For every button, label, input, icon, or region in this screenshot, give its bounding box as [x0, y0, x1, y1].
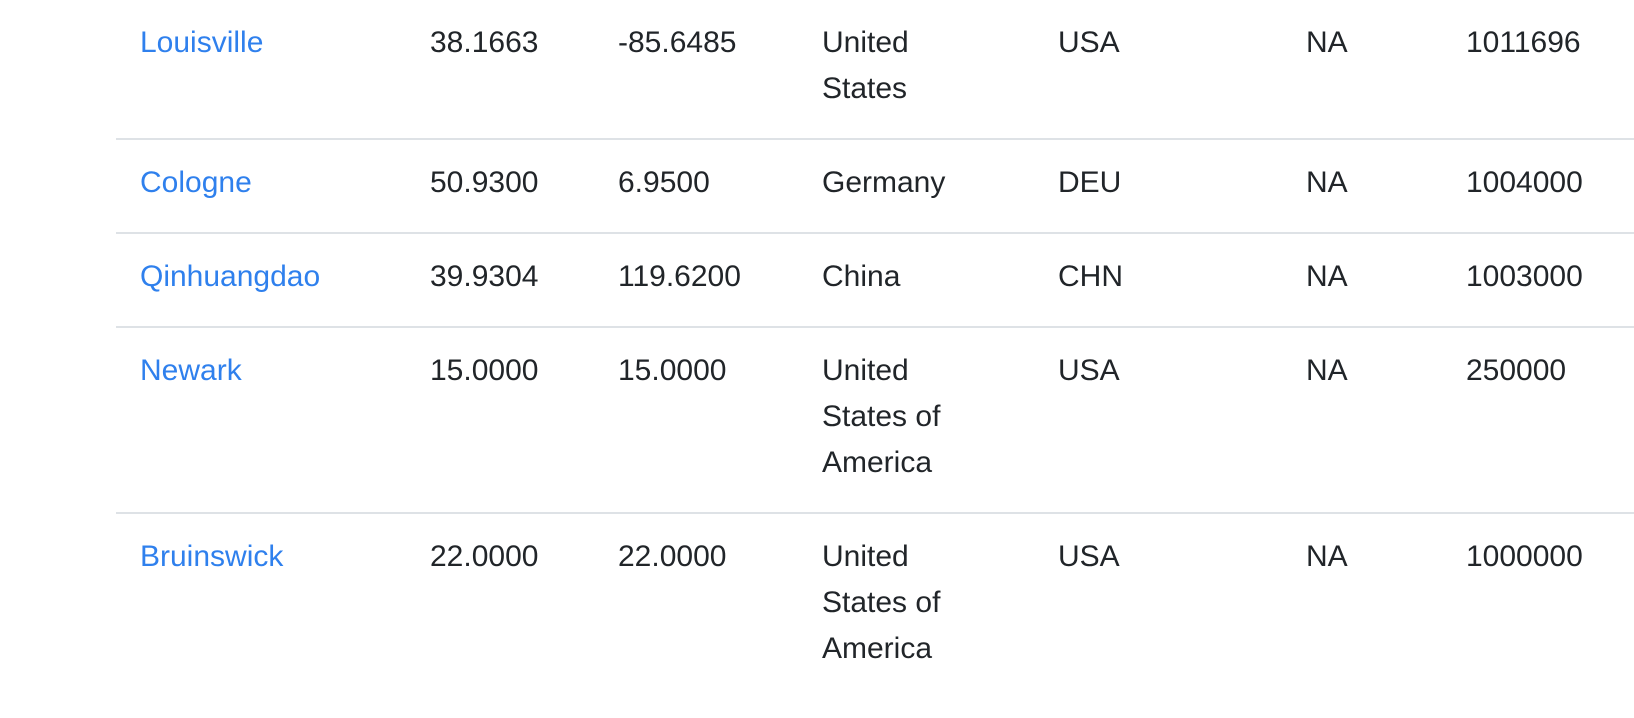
- population-cell: 1011696: [1466, 26, 1581, 59]
- city-link-newark[interactable]: Newark: [140, 354, 242, 387]
- city-link-qinhuangdao[interactable]: Qinhuangdao: [140, 260, 321, 293]
- country-cell: China: [822, 260, 901, 293]
- longitude-cell: -85.6485: [618, 26, 737, 59]
- city-cell: Bruinswick: [116, 513, 406, 698]
- table-row: Louisville 38.1663 -85.6485 United State…: [116, 0, 1634, 139]
- iso3-cell: CHN: [1058, 260, 1123, 293]
- city-cell: Qinhuangdao: [116, 233, 406, 327]
- latitude-cell: 22.0000: [430, 540, 539, 573]
- population-cell: 1003000: [1466, 260, 1583, 293]
- country-cell: Germany: [822, 166, 946, 199]
- capital-cell: NA: [1306, 354, 1348, 387]
- longitude-cell: 15.0000: [618, 354, 727, 387]
- iso3-cell: USA: [1058, 354, 1120, 387]
- population-cell: 250000: [1466, 354, 1567, 387]
- country-cell: United States of America: [822, 540, 941, 665]
- country-cell: United States of America: [822, 354, 941, 479]
- capital-cell: NA: [1306, 260, 1348, 293]
- latitude-cell: 39.9304: [430, 260, 539, 293]
- capital-cell: NA: [1306, 26, 1348, 59]
- country-cell: United States: [822, 26, 909, 105]
- city-link-louisville[interactable]: Louisville: [140, 26, 264, 59]
- latitude-cell: 15.0000: [430, 354, 539, 387]
- iso3-cell: USA: [1058, 540, 1120, 573]
- table-row: Qinhuangdao 39.9304 119.6200 China CHN N…: [116, 233, 1634, 327]
- cities-table: Louisville 38.1663 -85.6485 United State…: [116, 0, 1634, 698]
- city-link-cologne[interactable]: Cologne: [140, 166, 252, 199]
- city-cell: Cologne: [116, 139, 406, 233]
- longitude-cell: 119.6200: [618, 260, 741, 293]
- latitude-cell: 38.1663: [430, 26, 539, 59]
- longitude-cell: 6.9500: [618, 166, 710, 199]
- latitude-cell: 50.9300: [430, 166, 539, 199]
- city-cell: Newark: [116, 327, 406, 513]
- table-row: Newark 15.0000 15.0000 United States of …: [116, 327, 1634, 513]
- longitude-cell: 22.0000: [618, 540, 727, 573]
- city-cell: Louisville: [116, 0, 406, 139]
- table-row: Cologne 50.9300 6.9500 Germany DEU NA 10…: [116, 139, 1634, 233]
- city-link-bruinswick[interactable]: Bruinswick: [140, 540, 284, 573]
- capital-cell: NA: [1306, 540, 1348, 573]
- capital-cell: NA: [1306, 166, 1348, 199]
- table-row: Bruinswick 22.0000 22.0000 United States…: [116, 513, 1634, 698]
- iso3-cell: DEU: [1058, 166, 1122, 199]
- population-cell: 1004000: [1466, 166, 1583, 199]
- cities-table-container: Louisville 38.1663 -85.6485 United State…: [116, 0, 1634, 698]
- iso3-cell: USA: [1058, 26, 1120, 59]
- population-cell: 1000000: [1466, 540, 1583, 573]
